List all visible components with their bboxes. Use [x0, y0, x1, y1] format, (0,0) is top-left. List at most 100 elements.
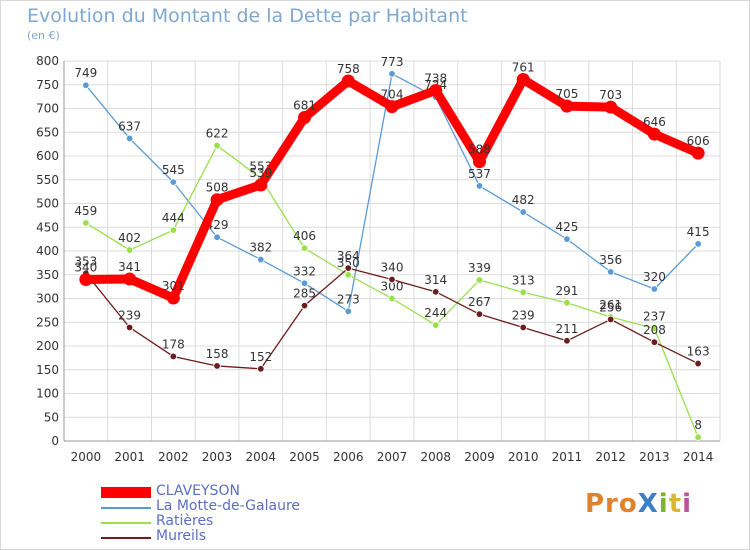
y-tick-label: 400	[36, 244, 59, 258]
data-label: 339	[468, 261, 491, 275]
data-label: 646	[643, 115, 666, 129]
data-point	[694, 433, 702, 441]
y-tick-label: 0	[51, 434, 59, 448]
data-point	[213, 141, 221, 150]
data-label: 444	[162, 211, 185, 225]
data-point	[606, 315, 615, 324]
data-label: 482	[512, 193, 535, 207]
x-tick-label: 2011	[552, 450, 583, 464]
data-point	[210, 193, 224, 207]
data-label: 244	[424, 306, 447, 320]
data-point	[82, 219, 90, 227]
data-point	[516, 73, 530, 87]
data-label: 341	[118, 260, 141, 274]
data-label: 705	[555, 87, 578, 101]
logo-part: t	[668, 489, 683, 519]
data-label: 256	[599, 300, 622, 314]
data-label: 208	[643, 323, 666, 337]
data-label: 459	[74, 204, 97, 218]
data-label: 152	[249, 350, 272, 364]
data-point	[300, 244, 309, 252]
data-point	[432, 288, 440, 296]
x-tick-label: 2014	[683, 450, 714, 464]
data-point	[169, 352, 178, 361]
data-label: 340	[74, 261, 97, 275]
data-point	[694, 240, 702, 248]
data-label: 637	[118, 119, 141, 133]
x-tick-label: 2008	[420, 450, 451, 464]
data-label: 273	[337, 292, 360, 306]
data-label: 237	[643, 309, 666, 323]
data-point	[650, 285, 659, 293]
data-point	[563, 235, 571, 243]
data-point	[169, 226, 178, 234]
data-point	[257, 255, 265, 264]
data-point	[169, 178, 178, 186]
x-tick-label: 2013	[639, 450, 670, 464]
data-label: 332	[293, 264, 316, 278]
legend-swatch	[101, 487, 151, 498]
y-tick-label: 550	[36, 173, 59, 187]
legend-label: Mureils	[156, 528, 207, 544]
data-label: 773	[381, 55, 404, 69]
proxiti-logo: ProXiti	[585, 489, 692, 519]
data-label: 761	[512, 61, 535, 75]
data-point	[475, 182, 484, 190]
data-point	[298, 111, 312, 125]
logo-part: i	[658, 489, 669, 519]
data-point	[344, 307, 352, 316]
data-point	[125, 134, 134, 143]
data-point	[300, 301, 309, 310]
legend-label: Ratières	[156, 513, 214, 529]
data-label: 301	[162, 279, 185, 293]
y-tick-label: 350	[36, 268, 59, 282]
legend-swatch	[101, 507, 151, 509]
y-tick-label: 100	[36, 387, 59, 401]
x-tick-label: 2005	[289, 450, 320, 464]
x-tick-label: 2004	[246, 450, 277, 464]
data-label: 406	[293, 229, 316, 243]
x-tick-label: 2009	[464, 450, 495, 464]
data-label: 320	[643, 270, 666, 284]
data-point	[254, 178, 268, 192]
data-label: 545	[162, 163, 185, 177]
x-tick-label: 2003	[202, 450, 233, 464]
data-label: 588	[468, 143, 491, 157]
data-point	[82, 81, 90, 89]
data-label: 211	[555, 322, 578, 336]
data-point	[257, 365, 265, 373]
x-tick-label: 2012	[595, 450, 626, 464]
data-point	[560, 99, 574, 113]
y-tick-label: 450	[36, 220, 59, 234]
data-label: 350	[337, 256, 360, 270]
data-point	[650, 338, 659, 346]
x-tick-label: 2006	[333, 450, 364, 464]
chart-title: Evolution du Montant de la Dette par Hab…	[27, 5, 468, 27]
data-label: 622	[206, 127, 229, 141]
data-point	[388, 70, 396, 78]
data-label: 353	[74, 254, 97, 268]
data-point	[344, 264, 352, 272]
legend-swatch	[101, 522, 151, 524]
data-point	[650, 324, 659, 333]
data-label: 415	[687, 225, 710, 239]
data-point	[606, 268, 615, 276]
data-point	[341, 74, 355, 88]
legend-swatch	[101, 537, 151, 539]
y-tick-label: 50	[44, 410, 59, 424]
data-point	[475, 276, 484, 284]
data-point	[125, 323, 134, 332]
y-tick-label: 650	[36, 125, 59, 139]
data-label: 356	[599, 253, 622, 267]
data-point	[388, 275, 396, 284]
data-label: 158	[206, 347, 229, 361]
data-label: 703	[599, 88, 622, 102]
data-point	[432, 321, 440, 329]
data-label: 178	[162, 337, 185, 351]
data-label: 285	[293, 287, 316, 301]
x-tick-label: 2001	[114, 450, 145, 464]
data-label: 239	[118, 308, 141, 322]
data-label: 704	[381, 88, 404, 102]
x-tick-label: 2010	[508, 450, 539, 464]
